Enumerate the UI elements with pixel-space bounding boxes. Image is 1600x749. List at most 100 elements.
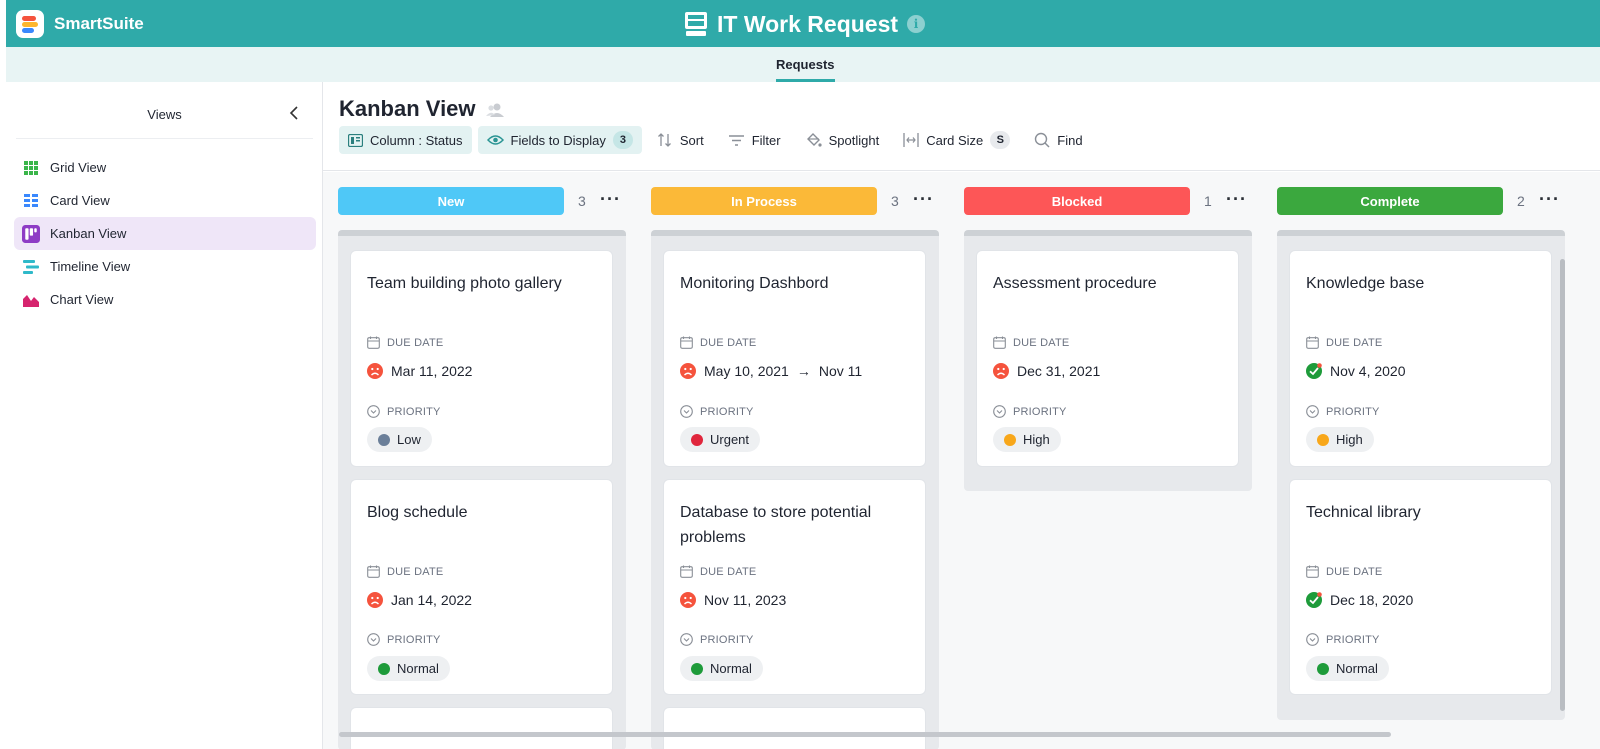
fields-to-display-button[interactable]: Fields to Display 3 [477, 126, 642, 154]
toolbar-divider [323, 170, 1600, 171]
app-header: SmartSuite IT Work Request i [0, 0, 1600, 47]
priority-label: PRIORITY [680, 633, 754, 646]
sidebar-item-label: Chart View [50, 292, 114, 307]
kanban-card[interactable]: Database to store potential problems DUE… [663, 479, 926, 695]
monitor-icon [685, 12, 707, 36]
sidebar-item-grid-view[interactable]: Grid View [14, 151, 316, 184]
priority-label: PRIORITY [367, 633, 441, 646]
kanban-card[interactable]: Technical library DUE DATE Dec 18, 2020 … [1289, 479, 1552, 695]
priority-dot [691, 662, 703, 675]
people-icon[interactable] [485, 100, 505, 120]
priority-pill: Urgent [680, 427, 761, 452]
priority-dot [378, 662, 390, 675]
priority-label: PRIORITY [1306, 405, 1380, 418]
kanban-card[interactable]: Knowledge base DUE DATE Nov 4, 2020 PRIO… [1289, 250, 1552, 467]
card-title: Technical library [1306, 504, 1421, 521]
card-size-button[interactable]: Card Size S [894, 126, 1019, 154]
find-label: Find [1057, 132, 1083, 148]
brand[interactable]: SmartSuite [16, 10, 144, 38]
card-view-icon [22, 192, 40, 210]
sidebar-item-chart-view[interactable]: Chart View [14, 283, 316, 316]
calendar-icon [367, 565, 380, 578]
arrow-right-icon: → [796, 363, 811, 379]
filter-button[interactable]: Filter [719, 126, 790, 154]
main-content: Kanban View Column : Status Fields to Di… [323, 82, 1600, 749]
timeline-view-icon [22, 258, 40, 276]
priority-label: PRIORITY [680, 405, 754, 418]
search-icon [1035, 132, 1050, 148]
sub-navigation: Requests [0, 47, 1600, 82]
card-size-badge: S [990, 131, 1011, 149]
views-sidebar: Views Grid View Card View Kanban View Ti… [6, 82, 323, 749]
priority-pill: Low [367, 427, 432, 452]
priority-label: PRIORITY [367, 405, 441, 418]
grid-view-icon [22, 159, 40, 177]
check-circle-icon [1306, 592, 1322, 608]
info-icon[interactable]: i [907, 15, 926, 33]
more-options-icon[interactable]: ··· [600, 189, 621, 209]
kanban-card[interactable]: Blog schedule DUE DATE Jan 14, 2022 PRIO… [350, 479, 613, 695]
chevron-circle-icon [1306, 633, 1319, 646]
sort-button[interactable]: Sort [648, 126, 713, 154]
kanban-column-in-process: In Process 3 ··· Monitoring Dashbord DUE… [651, 172, 951, 749]
kanban-card[interactable]: Monitoring Dashbord DUE DATE May 10, 202… [663, 250, 926, 467]
fields-to-display-label: Fields to Display [510, 132, 606, 148]
column-header: In Process 3 ··· [651, 187, 951, 217]
column-lane: Knowledge base DUE DATE Nov 4, 2020 PRIO… [1277, 230, 1565, 720]
column-status-label: Column : Status [370, 132, 463, 148]
tab-requests[interactable]: Requests [776, 57, 835, 82]
sidebar-item-timeline-view[interactable]: Timeline View [14, 250, 316, 283]
find-button[interactable]: Find [1025, 126, 1091, 154]
column-label-blocked[interactable]: Blocked [964, 187, 1190, 215]
card-title: Knowledge base [1306, 275, 1425, 292]
column-lane: Assessment procedure DUE DATE Dec 31, 20… [964, 230, 1252, 491]
sidebar-item-label: Timeline View [50, 259, 131, 274]
column-count: 2 [1517, 193, 1525, 209]
chevron-left-icon[interactable] [285, 105, 303, 125]
kanban-card[interactable]: Assessment procedure DUE DATE Dec 31, 20… [976, 250, 1239, 467]
sidebar-item-kanban-view[interactable]: Kanban View [14, 217, 316, 250]
sad-face-icon [680, 592, 696, 608]
kanban-board: New 3 ··· Team building photo gallery DU… [323, 172, 1600, 749]
kanban-card[interactable]: Team building photo gallery DUE DATE Mar… [350, 250, 613, 467]
tab-requests-label: Requests [776, 57, 835, 72]
calendar-icon [680, 565, 693, 578]
card-title: Team building photo gallery [367, 275, 562, 292]
due-date-label: DUE DATE [367, 336, 443, 349]
card-size-label: Card Size [926, 132, 984, 148]
active-tab-indicator [776, 79, 835, 82]
priority-pill: High [1306, 427, 1374, 452]
more-options-icon[interactable]: ··· [913, 189, 934, 209]
window-edge [0, 0, 6, 47]
sad-face-icon [993, 363, 1009, 379]
due-date-value: Dec 18, 2020 [1306, 592, 1413, 608]
column-status-button[interactable]: Column : Status [339, 126, 472, 154]
due-date-value: Jan 14, 2022 [367, 592, 472, 608]
calendar-icon [1306, 336, 1319, 349]
app-title: IT Work Request i [684, 9, 926, 39]
column-label-complete[interactable]: Complete [1277, 187, 1503, 215]
column-lane: Team building photo gallery DUE DATE Mar… [338, 230, 626, 749]
kanban-card[interactable] [350, 707, 613, 749]
column-count: 3 [891, 193, 899, 209]
calendar-icon [367, 336, 380, 349]
more-options-icon[interactable]: ··· [1226, 189, 1247, 209]
priority-dot [1317, 662, 1329, 675]
column-label-new[interactable]: New [338, 187, 564, 215]
kanban-column-complete: Complete 2 ··· Knowledge base DUE DATE N… [1277, 172, 1577, 749]
sort-label: Sort [679, 132, 704, 148]
due-date-value: Dec 31, 2021 [993, 363, 1100, 379]
priority-label: PRIORITY [1306, 633, 1380, 646]
priority-pill: Normal [367, 656, 450, 681]
priority-dot [378, 433, 390, 446]
more-options-icon[interactable]: ··· [1539, 189, 1560, 209]
check-circle-icon [1306, 363, 1322, 379]
filter-label: Filter [751, 132, 781, 148]
vertical-scrollbar[interactable] [1560, 259, 1565, 711]
sidebar-item-card-view[interactable]: Card View [14, 184, 316, 217]
horizontal-scrollbar[interactable] [339, 732, 1391, 737]
spotlight-button[interactable]: Spotlight [796, 126, 889, 154]
card-title: Blog schedule [367, 504, 468, 521]
kanban-card[interactable] [663, 707, 926, 749]
column-label-in-process[interactable]: In Process [651, 187, 877, 215]
